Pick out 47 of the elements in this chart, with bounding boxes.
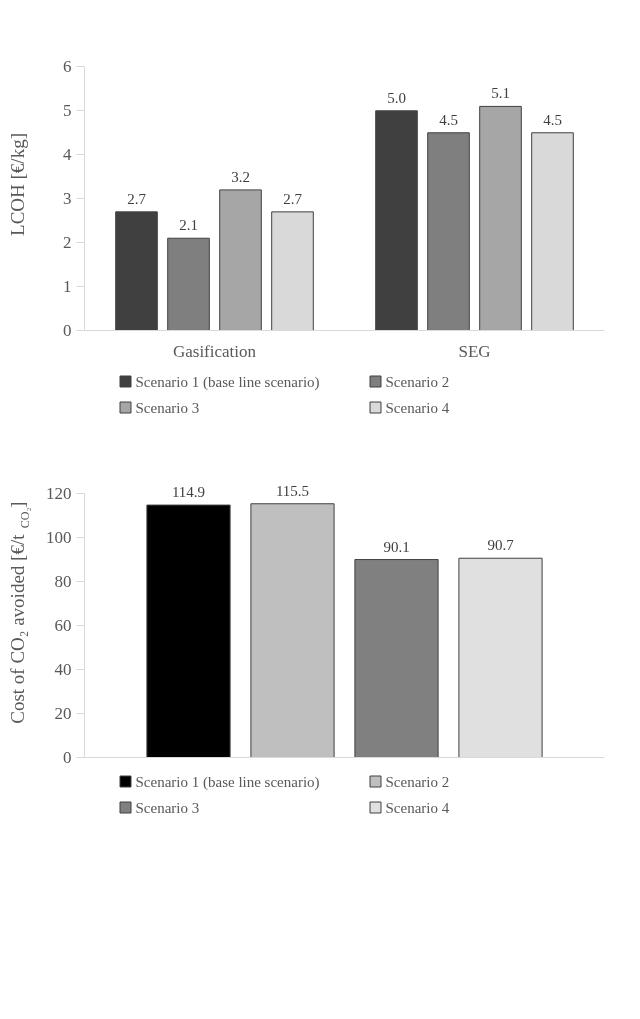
data-label: 90.7 <box>487 537 515 554</box>
y-tick-label: 40 <box>54 660 72 680</box>
legend-label: Scenario 3 <box>135 799 200 816</box>
legend-label: Scenario 1 (base line scenario) <box>135 773 320 791</box>
bar <box>375 110 418 331</box>
bar <box>219 189 262 331</box>
y-tick-label: 3 <box>63 189 72 209</box>
data-label: 2.7 <box>127 190 147 207</box>
legend-label: Scenario 2 <box>385 773 450 790</box>
data-label: 4.5 <box>439 111 458 128</box>
data-label: 2.1 <box>179 217 198 234</box>
y-tick-label: 6 <box>63 57 72 77</box>
bar <box>354 559 439 758</box>
bar <box>479 105 522 331</box>
legend-label: Scenario 1 (base line scenario) <box>135 373 320 391</box>
y-tick-label: 2 <box>63 233 72 253</box>
legend-label: Scenario 3 <box>135 399 200 416</box>
data-label: 4.5 <box>543 111 562 128</box>
data-label: 2.7 <box>283 190 303 207</box>
y-axis-title: Cost of CO₂ avoided [€/tCO₂] <box>7 501 32 724</box>
legend-label: Scenario 4 <box>385 799 450 816</box>
y-axis-title: LCOH [€/kg] <box>7 133 28 236</box>
data-label: 115.5 <box>275 482 310 499</box>
x-tick-label: SEG <box>458 341 491 361</box>
y-tick-label: 0 <box>63 748 72 767</box>
y-tick-label: 0 <box>63 321 72 340</box>
bar <box>250 503 335 758</box>
data-label: 5.1 <box>491 85 510 102</box>
y-tick-label: 4 <box>63 145 72 165</box>
bar <box>167 237 210 331</box>
data-label: 90.1 <box>383 538 410 555</box>
data-label: 114.9 <box>171 484 206 501</box>
y-tick-label: 100 <box>46 528 72 548</box>
y-tick-label: 80 <box>54 572 72 592</box>
y-tick-label: 120 <box>46 484 72 504</box>
data-label: 5.0 <box>387 89 406 106</box>
legend-label: Scenario 4 <box>385 399 450 416</box>
x-tick-label: Gasification <box>172 341 257 361</box>
y-tick-label: 5 <box>63 101 72 121</box>
bar <box>146 504 231 758</box>
y-tick-label: 20 <box>54 704 72 724</box>
bar <box>427 132 470 331</box>
y-tick-label: 1 <box>63 277 72 297</box>
y-tick-label: 60 <box>54 616 72 636</box>
bar <box>115 211 158 331</box>
legend-label: Scenario 2 <box>385 373 450 390</box>
data-label: 3.2 <box>231 168 250 185</box>
